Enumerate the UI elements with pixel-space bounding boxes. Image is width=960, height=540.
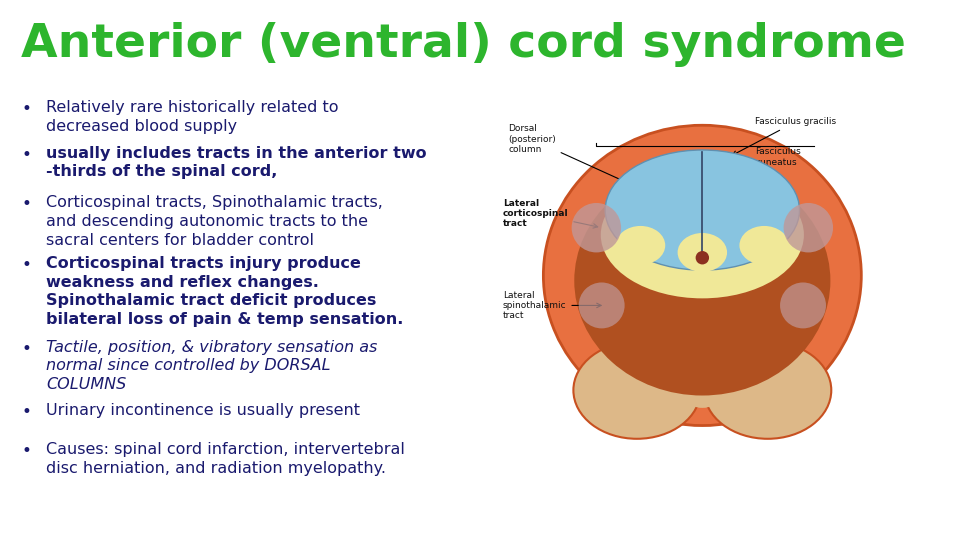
Ellipse shape	[605, 150, 800, 270]
Ellipse shape	[780, 282, 826, 328]
Text: •: •	[21, 403, 31, 421]
Text: Anterior (ventral) cord syndrome: Anterior (ventral) cord syndrome	[21, 22, 906, 66]
Ellipse shape	[543, 125, 861, 426]
Text: usually includes tracts in the anterior two
-thirds of the spinal cord,: usually includes tracts in the anterior …	[46, 146, 426, 179]
Text: Fasciculus gracilis: Fasciculus gracilis	[732, 117, 836, 155]
Ellipse shape	[783, 203, 833, 252]
Text: Corticospinal tracts, Spinothalamic tracts,
and descending autonomic tracts to t: Corticospinal tracts, Spinothalamic trac…	[46, 195, 383, 248]
Ellipse shape	[704, 342, 831, 439]
Text: Fasciculus
cuneatus: Fasciculus cuneatus	[753, 147, 801, 189]
Circle shape	[696, 251, 709, 265]
Text: •: •	[21, 256, 31, 274]
Text: •: •	[21, 340, 31, 357]
Text: •: •	[21, 195, 31, 213]
Text: •: •	[21, 442, 31, 460]
Text: Tactile, position, & vibratory sensation as
normal since controlled by DORSAL
CO: Tactile, position, & vibratory sensation…	[46, 340, 377, 392]
Ellipse shape	[678, 233, 727, 272]
Ellipse shape	[739, 226, 789, 265]
Ellipse shape	[573, 342, 701, 439]
Ellipse shape	[615, 226, 665, 265]
Text: Dorsal
(posterior)
column: Dorsal (posterior) column	[508, 125, 673, 204]
Text: Lateral
spinothalamic
tract: Lateral spinothalamic tract	[503, 291, 601, 320]
Ellipse shape	[601, 171, 804, 299]
Ellipse shape	[574, 166, 830, 395]
Ellipse shape	[579, 282, 625, 328]
Text: •: •	[21, 146, 31, 164]
Text: Relatively rare historically related to
decreased blood supply: Relatively rare historically related to …	[46, 100, 339, 133]
Text: Causes: spinal cord infarction, intervertebral
disc herniation, and radiation my: Causes: spinal cord infarction, interver…	[46, 442, 405, 476]
Text: •: •	[21, 100, 31, 118]
Ellipse shape	[671, 337, 733, 408]
Ellipse shape	[571, 203, 621, 252]
Text: Lateral
corticospinal
tract: Lateral corticospinal tract	[503, 199, 598, 228]
Text: Urinary incontinence is usually present: Urinary incontinence is usually present	[46, 403, 360, 418]
Text: Corticospinal tracts injury produce
weakness and reflex changes.
Spinothalamic t: Corticospinal tracts injury produce weak…	[46, 256, 403, 327]
